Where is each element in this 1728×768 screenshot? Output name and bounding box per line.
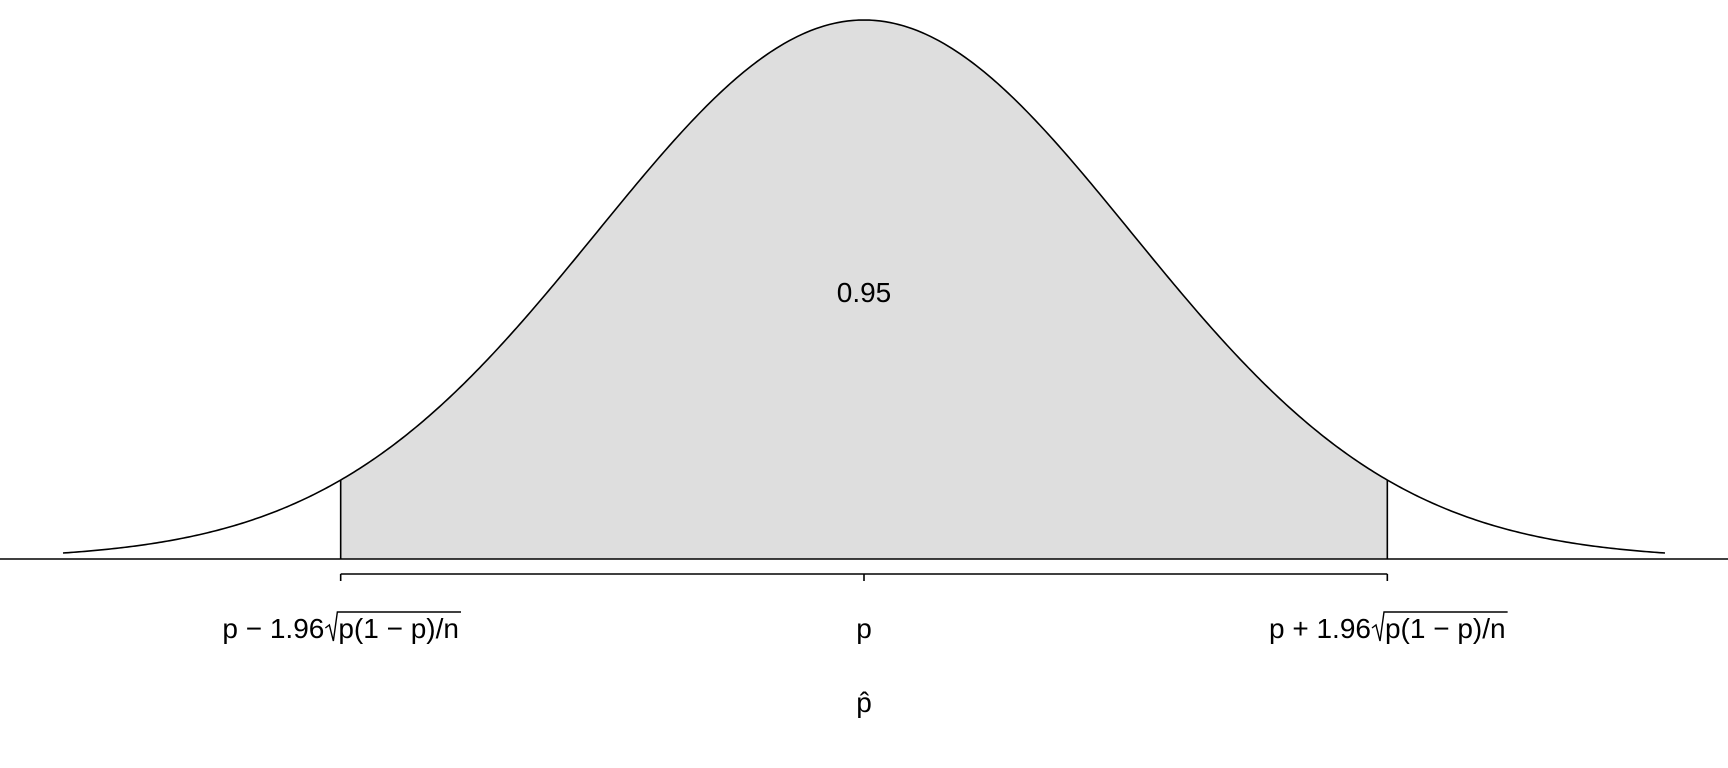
tick-label-radicand: p(1 − p)/n (338, 613, 459, 644)
x-axis-tick-label: p (856, 613, 872, 644)
shaded-probability-area (340, 20, 1388, 559)
density-curve (62, 19, 1666, 554)
x-axis-tick-label: p − 1.96 p(1 − p)/n (222, 611, 461, 644)
tick-label-text: p + 1.96 (1269, 613, 1371, 644)
x-axis-ticks (339, 574, 1389, 581)
x-axis-tick-labels: p − 1.96 p(1 − p)/n p p + 1.96 p(1 − p)/n (222, 611, 1508, 644)
x-axis-tick-label: p + 1.96 p(1 − p)/n (1269, 611, 1508, 644)
tick-label-text: p (856, 613, 872, 644)
sqrt-sign (324, 611, 461, 642)
x-axis-label: p̂ (856, 687, 872, 718)
sqrt-sign (1371, 611, 1508, 642)
tick-label-text: p − 1.96 (222, 613, 324, 644)
shaded-probability-label: 0.95 (837, 277, 892, 308)
tick-label-radicand: p(1 − p)/n (1385, 613, 1506, 644)
